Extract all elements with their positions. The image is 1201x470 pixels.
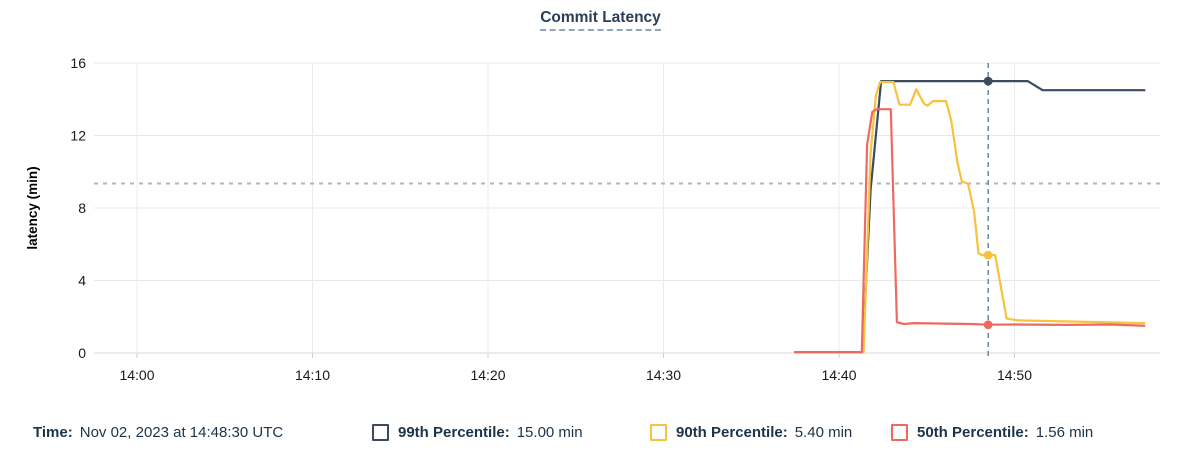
x-tick-label: 14:10 xyxy=(295,367,330,383)
p90-legend-value: 5.40 min xyxy=(794,423,853,441)
p50-series-swatch[interactable] xyxy=(891,423,908,441)
legend-item-90th-percentile[interactable]: 90th Percentile: 5.40 min xyxy=(650,421,852,443)
chart-title-row: Commit Latency xyxy=(0,9,1201,32)
legend-time-label: Time: xyxy=(33,423,73,441)
legend-item-99th-percentile[interactable]: 99th Percentile: 15.00 min xyxy=(372,421,583,443)
legend-item-50th-percentile[interactable]: 50th Percentile: 1.56 min xyxy=(891,421,1093,443)
p90-series-swatch[interactable] xyxy=(650,423,667,441)
y-tick-label: 4 xyxy=(78,273,86,289)
y-tick-label: 8 xyxy=(78,200,86,216)
p50-legend-value: 1.56 min xyxy=(1035,423,1094,441)
p99-legend-value: 15.00 min xyxy=(516,423,583,441)
series-line-90th-percentile[interactable] xyxy=(793,80,1146,354)
cursor-dot-50th-percentile xyxy=(983,320,993,330)
latency-chart[interactable]: 14:00 14:10 14:20 14:30 14:40 14:50 0 4 8 12 16 lat… xyxy=(0,0,1201,410)
legend-time-value: Nov 02, 2023 at 14:48:30 UTC xyxy=(79,423,284,441)
y-tick-label: 0 xyxy=(78,345,86,361)
y-axis-title: latency (min) xyxy=(25,166,40,249)
cursor-dot-99th-percentile xyxy=(983,76,993,86)
cursor-dot-90th-percentile xyxy=(983,250,993,260)
x-tick-label: 14:20 xyxy=(470,367,505,383)
p99-legend-label: 99th Percentile: xyxy=(398,423,510,441)
p50-legend-label: 50th Percentile: xyxy=(917,423,1029,441)
x-tick-label: 14:50 xyxy=(997,367,1032,383)
x-tick-label: 14:30 xyxy=(646,367,681,383)
series-line-99th-percentile[interactable] xyxy=(793,79,1146,354)
p90-legend-label: 90th Percentile: xyxy=(676,423,788,441)
p99-series-swatch[interactable] xyxy=(372,423,389,441)
x-tick-label: 14:00 xyxy=(119,367,154,383)
series-line-50th-percentile[interactable] xyxy=(793,108,1146,354)
legend-time: Time: Nov 02, 2023 at 14:48:30 UTC xyxy=(33,421,283,443)
y-tick-label: 12 xyxy=(70,128,86,144)
legend: Time: Nov 02, 2023 at 14:48:30 UTC 99th … xyxy=(0,421,1201,447)
chart-title[interactable]: Commit Latency xyxy=(540,9,661,32)
x-tick-label: 14:40 xyxy=(821,367,856,383)
y-tick-label: 16 xyxy=(70,55,86,71)
